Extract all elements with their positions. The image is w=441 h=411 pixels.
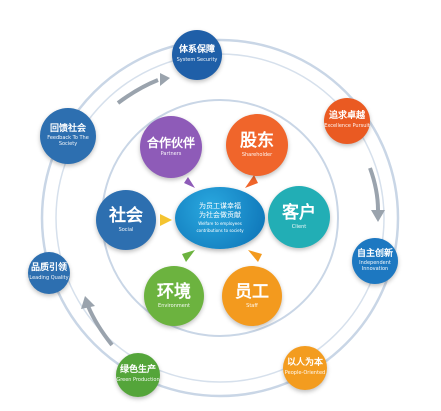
node-social: 社会 Social [96, 190, 156, 250]
node-shareholder-cn: 股东 [240, 130, 274, 151]
node-people-oriented-cn: 以人为本 [286, 358, 323, 369]
outer-ring [40, 38, 400, 398]
node-leading-quality-cn: 品质引领 [30, 263, 67, 274]
arrow-bottom-left-head [81, 296, 95, 309]
node-shareholder-en: Shareholder [241, 151, 273, 158]
node-innovation: 自主创新 Independent Innovation [352, 238, 398, 284]
node-environment-cn: 环境 [157, 281, 191, 302]
node-environment: 环境 Environment [144, 266, 204, 326]
node-client-en: Client [291, 223, 307, 230]
node-feedback-society-en: Feedback To The Society [47, 135, 89, 147]
center-line-1: 为员工谋幸福 [199, 202, 241, 211]
node-innovation-cn: 自主创新 [356, 248, 393, 259]
node-green-production-cn: 绿色生产 [119, 365, 156, 376]
arrow-top-left [116, 78, 159, 105]
node-people-oriented-en: People-Oriented [284, 370, 326, 377]
arrow-right-head [371, 210, 385, 222]
node-people-oriented: 以人为本 People-Oriented [283, 346, 327, 390]
arrow-bottom-left [86, 305, 114, 347]
center-line-2: 为社会做贡献 [199, 211, 241, 220]
node-green-production-en: Green Production [116, 377, 160, 384]
node-green-production: 绿色生产 Green Production [116, 353, 160, 397]
node-client-cn: 客户 [282, 202, 316, 223]
center-en-1: Welfare to employees [198, 220, 242, 226]
node-excellence-pursuit-en: Excellence Pursuit [324, 123, 370, 130]
node-shareholder: 股东 Shareholder [226, 114, 288, 176]
node-innovation-en: Independent Innovation [359, 260, 391, 272]
node-feedback-society: 回馈社会 Feedback To The Society [40, 108, 96, 164]
node-social-en: Social [118, 226, 134, 233]
node-staff: 员工 Staff [222, 266, 282, 326]
node-leading-quality: 品质引领 Leading Quality [28, 252, 70, 294]
node-system-security-en: System Security [176, 57, 218, 64]
center-en-2: contributions to society [196, 227, 244, 233]
node-client: 客户 Client [268, 186, 330, 248]
node-system-security: 体系保障 System Security [172, 30, 222, 80]
node-partners-cn: 合作伙伴 [146, 135, 195, 150]
node-partners-en: Partners [160, 150, 182, 157]
arrow-top-left-head [160, 73, 170, 86]
node-system-security-cn: 体系保障 [178, 45, 215, 56]
node-staff-en: Staff [246, 302, 258, 309]
node-excellence-pursuit-cn: 追求卓越 [328, 111, 365, 122]
node-partners: 合作伙伴 Partners [140, 116, 202, 178]
node-leading-quality-en: Leading Quality [29, 275, 69, 282]
node-feedback-society-cn: 回馈社会 [49, 123, 86, 134]
arrow-right [368, 167, 380, 211]
node-staff-cn: 员工 [235, 281, 269, 302]
center-bubble: 为员工谋幸福 为社会做贡献 Welfare to employees contr… [175, 187, 265, 249]
node-social-cn: 社会 [109, 205, 143, 226]
node-excellence-pursuit: 追求卓越 Excellence Pursuit [324, 98, 370, 144]
node-environment-en: Environment [158, 302, 190, 309]
